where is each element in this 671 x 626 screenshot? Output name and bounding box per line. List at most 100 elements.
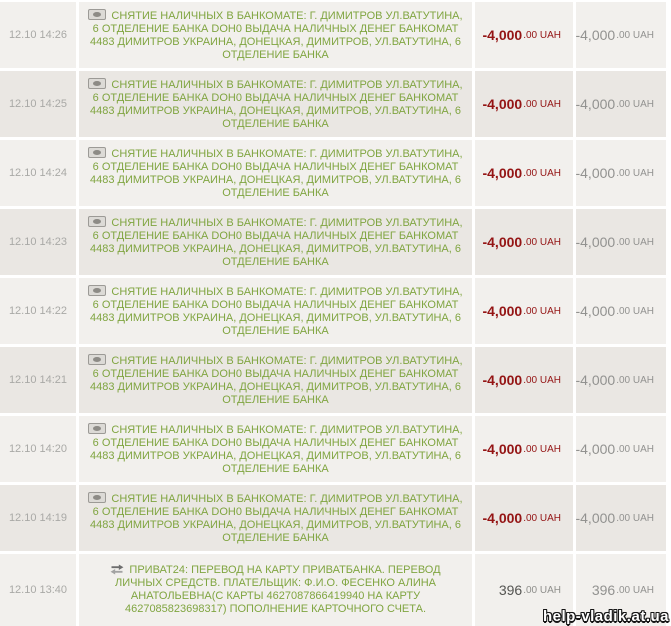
equivalent-currency: UAH bbox=[632, 512, 654, 524]
transaction-description-cell: СНЯТИЕ НАЛИЧНЫХ В БАНКОМАТЕ: Г. ДИМИТРОВ… bbox=[79, 416, 472, 482]
equivalent-currency: UAH bbox=[632, 98, 654, 110]
equivalent-currency: UAH bbox=[632, 584, 654, 596]
equivalent-currency: UAH bbox=[632, 443, 654, 455]
transaction-row[interactable]: 12.10 14:19 СНЯТИЕ НАЛИЧНЫХ В БАНКОМАТЕ:… bbox=[0, 485, 671, 551]
amount-currency: UAH bbox=[539, 374, 561, 386]
watermark: help-vladik.at.ua bbox=[542, 608, 669, 625]
banknote-icon bbox=[88, 215, 107, 227]
transaction-time: 12.10 14:23 bbox=[0, 209, 76, 275]
equivalent-fraction: .00 bbox=[616, 443, 631, 455]
equivalent-value: 396 bbox=[591, 582, 616, 598]
transaction-description-cell: СНЯТИЕ НАЛИЧНЫХ В БАНКОМАТЕ: Г. ДИМИТРОВ… bbox=[79, 278, 472, 344]
amount-value: -4,000 bbox=[482, 441, 523, 457]
transaction-description: СНЯТИЕ НАЛИЧНЫХ В БАНКОМАТЕ: Г. ДИМИТРОВ… bbox=[89, 216, 463, 268]
transaction-description: СНЯТИЕ НАЛИЧНЫХ В БАНКОМАТЕ: Г. ДИМИТРОВ… bbox=[89, 285, 463, 337]
amount-value: -4,000 bbox=[482, 96, 523, 112]
equivalent-fraction: .00 bbox=[616, 98, 631, 110]
transaction-amount: -4,000.00 UAH bbox=[475, 209, 573, 275]
transaction-description-cell: ПРИВАТ24: ПЕРЕВОД НА КАРТУ ПРИВАТБАНКА. … bbox=[79, 554, 472, 626]
transaction-amount-equivalent: -4,000.00 UAH bbox=[575, 71, 666, 137]
transaction-description-cell: СНЯТИЕ НАЛИЧНЫХ В БАНКОМАТЕ: Г. ДИМИТРОВ… bbox=[79, 71, 472, 137]
amount-value: -4,000 bbox=[482, 372, 523, 388]
transaction-amount-equivalent: -4,000.00 UAH bbox=[575, 2, 666, 68]
transaction-description: СНЯТИЕ НАЛИЧНЫХ В БАНКОМАТЕ: Г. ДИМИТРОВ… bbox=[89, 423, 463, 475]
equivalent-currency: UAH bbox=[632, 29, 654, 41]
transaction-row[interactable]: 12.10 14:26 СНЯТИЕ НАЛИЧНЫХ В БАНКОМАТЕ:… bbox=[0, 2, 671, 68]
equivalent-value: -4,000 bbox=[575, 27, 616, 43]
equivalent-currency: UAH bbox=[632, 167, 654, 179]
amount-fraction: .00 bbox=[523, 29, 538, 41]
amount-currency: UAH bbox=[539, 236, 561, 248]
transaction-amount-equivalent: -4,000.00 UAH bbox=[575, 485, 666, 551]
amount-value: -4,000 bbox=[482, 27, 523, 43]
transfer-icon bbox=[110, 564, 124, 575]
transaction-description: СНЯТИЕ НАЛИЧНЫХ В БАНКОМАТЕ: Г. ДИМИТРОВ… bbox=[89, 78, 463, 130]
transaction-row[interactable]: 12.10 14:23 СНЯТИЕ НАЛИЧНЫХ В БАНКОМАТЕ:… bbox=[0, 209, 671, 275]
amount-currency: UAH bbox=[539, 98, 561, 110]
transaction-amount: -4,000.00 UAH bbox=[475, 485, 573, 551]
transaction-amount: -4,000.00 UAH bbox=[475, 278, 573, 344]
equivalent-value: -4,000 bbox=[575, 165, 616, 181]
transaction-amount: 396.00 UAH bbox=[475, 554, 573, 626]
transaction-time: 12.10 14:26 bbox=[0, 2, 76, 68]
amount-value: -4,000 bbox=[482, 510, 523, 526]
amount-fraction: .00 bbox=[523, 305, 538, 317]
transaction-row[interactable]: 12.10 14:25 СНЯТИЕ НАЛИЧНЫХ В БАНКОМАТЕ:… bbox=[0, 71, 671, 137]
banknote-icon bbox=[88, 146, 107, 158]
transaction-amount: -4,000.00 UAH bbox=[475, 140, 573, 206]
transaction-amount-equivalent: -4,000.00 UAH bbox=[575, 278, 666, 344]
transaction-description-cell: СНЯТИЕ НАЛИЧНЫХ В БАНКОМАТЕ: Г. ДИМИТРОВ… bbox=[79, 347, 472, 413]
equivalent-fraction: .00 bbox=[616, 167, 631, 179]
transaction-time: 12.10 14:20 bbox=[0, 416, 76, 482]
amount-value: -4,000 bbox=[482, 303, 523, 319]
amount-currency: UAH bbox=[539, 584, 561, 596]
transaction-description-cell: СНЯТИЕ НАЛИЧНЫХ В БАНКОМАТЕ: Г. ДИМИТРОВ… bbox=[79, 140, 472, 206]
transaction-time: 12.10 14:21 bbox=[0, 347, 76, 413]
transaction-row[interactable]: 12.10 14:24 СНЯТИЕ НАЛИЧНЫХ В БАНКОМАТЕ:… bbox=[0, 140, 671, 206]
transaction-amount-equivalent: -4,000.00 UAH bbox=[575, 347, 666, 413]
transaction-row[interactable]: 12.10 14:21 СНЯТИЕ НАЛИЧНЫХ В БАНКОМАТЕ:… bbox=[0, 347, 671, 413]
banknote-icon bbox=[88, 8, 107, 20]
amount-fraction: .00 bbox=[523, 512, 538, 524]
transaction-time: 12.10 14:19 bbox=[0, 485, 76, 551]
transaction-amount-equivalent: 396.00 UAH bbox=[576, 554, 666, 626]
equivalent-currency: UAH bbox=[632, 305, 654, 317]
transaction-row[interactable]: 12.10 14:22 СНЯТИЕ НАЛИЧНЫХ В БАНКОМАТЕ:… bbox=[0, 278, 671, 344]
transaction-description: СНЯТИЕ НАЛИЧНЫХ В БАНКОМАТЕ: Г. ДИМИТРОВ… bbox=[89, 147, 463, 199]
equivalent-fraction: .00 bbox=[616, 584, 631, 596]
equivalent-fraction: .00 bbox=[616, 29, 631, 41]
equivalent-fraction: .00 bbox=[616, 305, 631, 317]
transaction-description: СНЯТИЕ НАЛИЧНЫХ В БАНКОМАТЕ: Г. ДИМИТРОВ… bbox=[89, 9, 463, 61]
transaction-amount-equivalent: -4,000.00 UAH bbox=[575, 416, 666, 482]
transaction-time: 12.10 14:25 bbox=[0, 71, 76, 137]
amount-fraction: .00 bbox=[523, 98, 538, 110]
amount-currency: UAH bbox=[539, 29, 561, 41]
transaction-time: 12.10 14:22 bbox=[0, 278, 76, 344]
transaction-amount: -4,000.00 UAH bbox=[475, 347, 573, 413]
transaction-description-cell: СНЯТИЕ НАЛИЧНЫХ В БАНКОМАТЕ: Г. ДИМИТРОВ… bbox=[79, 209, 472, 275]
transaction-time: 12.10 13:40 bbox=[0, 554, 76, 626]
equivalent-value: -4,000 bbox=[575, 372, 616, 388]
amount-fraction: .00 bbox=[523, 236, 538, 248]
banknote-icon bbox=[88, 77, 107, 89]
transaction-row[interactable]: 12.10 14:20 СНЯТИЕ НАЛИЧНЫХ В БАНКОМАТЕ:… bbox=[0, 416, 671, 482]
equivalent-value: -4,000 bbox=[575, 234, 616, 250]
banknote-icon bbox=[88, 284, 107, 296]
transaction-row[interactable]: 12.10 13:40 ПРИВАТ24: ПЕРЕВОД НА КАРТУ П… bbox=[0, 554, 671, 626]
transaction-amount: -4,000.00 UAH bbox=[475, 71, 573, 137]
equivalent-currency: UAH bbox=[632, 374, 654, 386]
equivalent-fraction: .00 bbox=[616, 374, 631, 386]
equivalent-fraction: .00 bbox=[616, 512, 631, 524]
amount-currency: UAH bbox=[539, 167, 561, 179]
amount-fraction: .00 bbox=[523, 374, 538, 386]
amount-fraction: .00 bbox=[523, 584, 538, 596]
amount-value: 396 bbox=[498, 582, 523, 598]
banknote-icon bbox=[88, 353, 107, 365]
transaction-amount: -4,000.00 UAH bbox=[475, 2, 573, 68]
equivalent-value: -4,000 bbox=[575, 96, 616, 112]
transaction-description: ПРИВАТ24: ПЕРЕВОД НА КАРТУ ПРИВАТБАНКА. … bbox=[114, 564, 441, 615]
transaction-amount-equivalent: -4,000.00 UAH bbox=[575, 209, 666, 275]
amount-fraction: .00 bbox=[523, 167, 538, 179]
amount-currency: UAH bbox=[539, 512, 561, 524]
